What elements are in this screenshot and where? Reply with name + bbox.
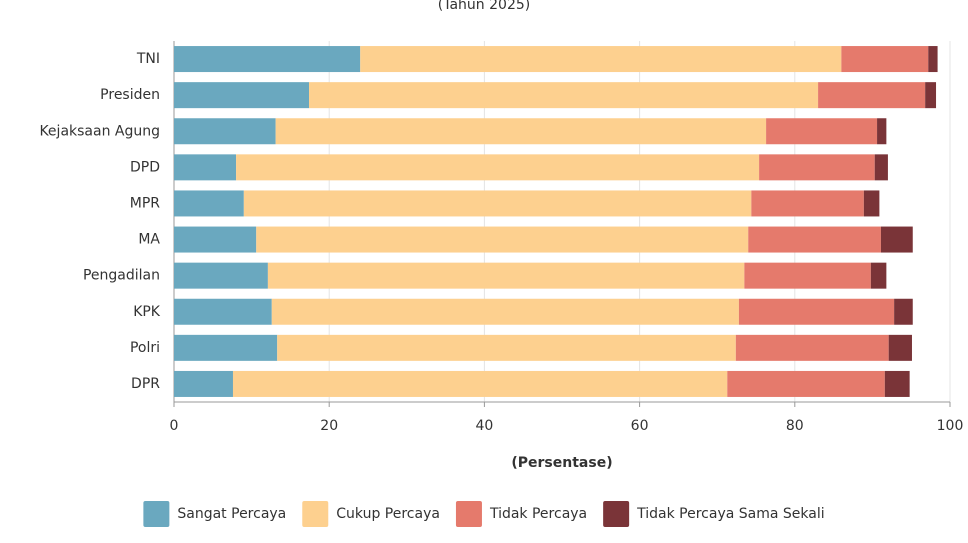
x-tick-label: 40 bbox=[475, 418, 493, 434]
bar-segment bbox=[277, 334, 736, 361]
bar-segment bbox=[870, 262, 887, 289]
y-tick-label: KPK bbox=[133, 304, 161, 320]
bar-segment bbox=[751, 190, 864, 217]
bar-segment bbox=[894, 298, 913, 325]
y-tick-label: TNI bbox=[136, 51, 160, 67]
y-tick-label: Presiden bbox=[100, 87, 160, 103]
bar-segment bbox=[928, 46, 938, 73]
legend-swatch bbox=[455, 501, 482, 527]
bar-segment bbox=[174, 370, 233, 397]
x-tick-label: 100 bbox=[937, 418, 964, 434]
x-tick-label: 20 bbox=[320, 418, 338, 434]
bar-segment bbox=[174, 298, 272, 325]
bar-segment bbox=[818, 82, 926, 109]
bar-segment bbox=[738, 298, 895, 325]
legend-swatch bbox=[143, 501, 170, 527]
y-tick-label: DPD bbox=[130, 159, 160, 175]
bar-segment bbox=[236, 154, 760, 181]
bar-segment bbox=[174, 226, 257, 253]
y-tick-label: Polri bbox=[130, 340, 160, 356]
bar-segment bbox=[275, 118, 767, 145]
bar-segment bbox=[880, 226, 913, 253]
x-tick-label: 60 bbox=[631, 418, 649, 434]
bar-segment bbox=[884, 370, 910, 397]
bar-segment bbox=[841, 46, 929, 73]
legend-label: Sangat Percaya bbox=[177, 506, 286, 522]
bar-segment bbox=[174, 190, 244, 217]
bar-segment bbox=[256, 226, 749, 253]
bar-segment bbox=[863, 190, 880, 217]
bar-segment bbox=[174, 334, 278, 361]
bar-segment bbox=[748, 226, 881, 253]
x-tick-label: 0 bbox=[170, 418, 179, 434]
legend-swatch bbox=[603, 501, 630, 527]
bar-segment bbox=[243, 190, 752, 217]
y-tick-label: MPR bbox=[130, 195, 161, 211]
bar-segment bbox=[174, 82, 310, 109]
bar-segment bbox=[766, 118, 878, 145]
bar-segment bbox=[360, 46, 842, 73]
legend-swatch bbox=[302, 501, 329, 527]
legend-label: Cukup Percaya bbox=[336, 506, 440, 522]
bar-segment bbox=[174, 118, 276, 145]
bar-segment bbox=[735, 334, 889, 361]
y-tick-label: Pengadilan bbox=[83, 268, 160, 284]
bar-segment bbox=[877, 118, 887, 145]
bar-segment bbox=[267, 262, 745, 289]
x-tick-label: 80 bbox=[786, 418, 804, 434]
bar-segment bbox=[174, 262, 268, 289]
bar-segment bbox=[744, 262, 871, 289]
legend-label: Tidak Percaya Sama Sekali bbox=[636, 506, 824, 522]
bar-segment bbox=[874, 154, 888, 181]
y-tick-label: MA bbox=[138, 232, 160, 248]
bar-segment bbox=[727, 370, 885, 397]
bar-segment bbox=[271, 298, 739, 325]
bar-segment bbox=[925, 82, 937, 109]
bar-segment bbox=[759, 154, 875, 181]
y-tick-label: Kejaksaan Agung bbox=[39, 123, 160, 139]
chart-subtitle: (Tahun 2025) bbox=[438, 0, 530, 13]
y-tick-label: DPR bbox=[131, 376, 160, 392]
bar-segment bbox=[174, 154, 237, 181]
legend-label: Tidak Percaya bbox=[489, 506, 587, 522]
bar-segment bbox=[309, 82, 819, 109]
bar-segment bbox=[888, 334, 912, 361]
x-axis-title: (Persentase) bbox=[511, 455, 612, 471]
bar-segment bbox=[232, 370, 728, 397]
bar-segment bbox=[174, 46, 361, 73]
